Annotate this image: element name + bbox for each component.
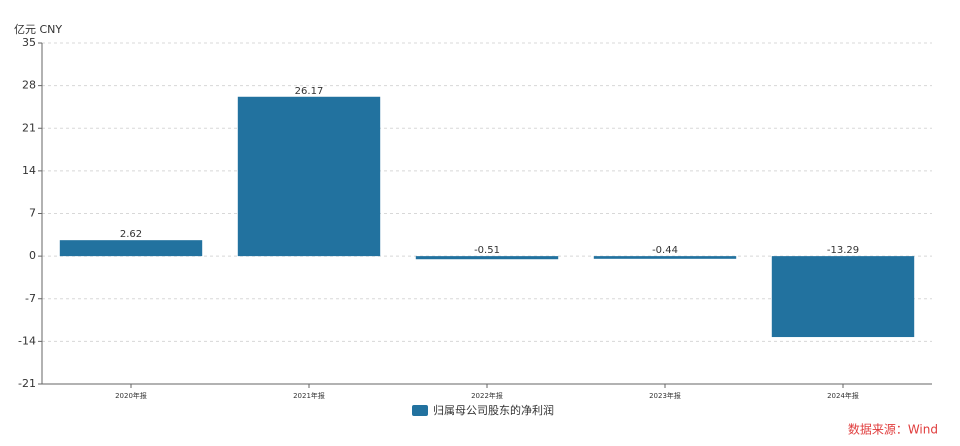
- bar: [237, 96, 381, 257]
- y-tick-label: -14: [18, 334, 36, 347]
- bar: [59, 240, 203, 257]
- source: 数据来源：Wind: [848, 422, 938, 437]
- bar: [771, 256, 915, 338]
- value-label: -0.44: [652, 245, 678, 256]
- y-tick-label: 35: [22, 36, 36, 49]
- legend-label: 归属母公司股东的净利润: [433, 403, 554, 417]
- x-tick-label: 2023年报: [649, 391, 681, 400]
- value-label: 2.62: [120, 229, 142, 240]
- value-label: -13.29: [827, 245, 859, 256]
- y-tick-label: 28: [22, 79, 36, 92]
- x-tick-label: 2022年报: [471, 391, 503, 400]
- unit-label: 亿元 CNY: [14, 23, 62, 36]
- x-tick-label: 2020年报: [115, 391, 147, 400]
- y-tick-label: -21: [18, 377, 36, 390]
- y-tick-label: 21: [22, 121, 36, 134]
- bar: [415, 256, 559, 260]
- bar: [593, 256, 737, 259]
- x-tick-label: 2024年报: [827, 391, 859, 400]
- y-tick-label: -7: [25, 292, 36, 305]
- value-label: -0.51: [474, 245, 500, 256]
- x-tick-label: 2021年报: [293, 391, 325, 400]
- legend-swatch: [412, 405, 428, 416]
- y-tick-label: 7: [29, 207, 36, 220]
- y-tick-label: 0: [29, 249, 36, 262]
- value-label: 26.17: [295, 86, 324, 97]
- y-tick-label: 14: [22, 164, 36, 177]
